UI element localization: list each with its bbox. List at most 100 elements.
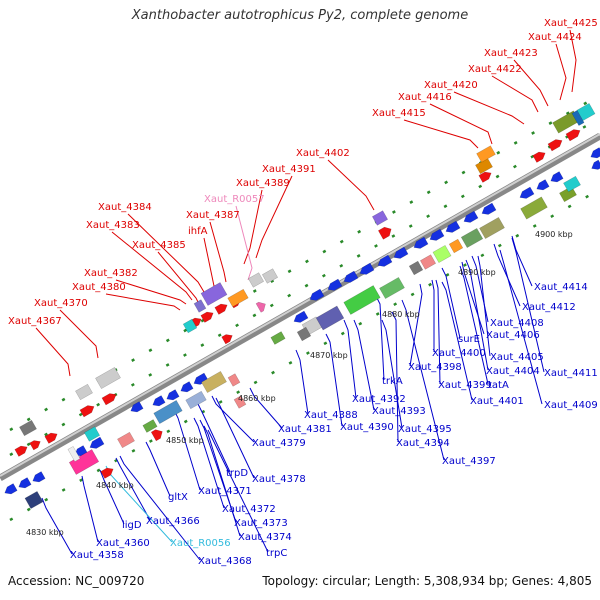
leader-line <box>215 397 255 479</box>
gene <box>393 246 409 259</box>
gene <box>565 129 581 142</box>
gene-label-top: Xaut_4415 <box>372 108 426 119</box>
gene <box>327 278 343 291</box>
leader-line <box>59 309 99 359</box>
leader-line <box>435 279 441 385</box>
gene <box>343 270 359 283</box>
gene-label-bottom: Xaut_4373 <box>234 518 288 529</box>
gene <box>261 268 279 284</box>
leader-line <box>429 103 493 145</box>
gene-label-bottom: Xaut_4405 <box>490 352 544 363</box>
gene-label-bottom: Xaut_4406 <box>486 330 540 341</box>
leader-line <box>115 457 151 521</box>
gene-label-top: Xaut_4382 <box>84 268 138 279</box>
gene <box>44 432 58 444</box>
gene-label-bottom: Xaut_4366 <box>146 516 200 527</box>
gene <box>476 145 496 163</box>
gene <box>371 210 389 226</box>
leader-line <box>555 43 567 101</box>
leader-line <box>477 255 491 357</box>
gene <box>343 285 381 315</box>
gene <box>200 311 214 323</box>
leader-line <box>409 283 423 367</box>
gene <box>18 477 32 489</box>
gene-label-bottom: Xaut_4408 <box>490 318 544 329</box>
leader-line <box>401 299 445 461</box>
leader-line <box>441 281 473 401</box>
gene <box>68 449 100 475</box>
gene-label-top: Xaut_4367 <box>8 316 62 327</box>
gene-label-bottom: Xaut_4398 <box>408 362 462 373</box>
leader-line <box>243 189 263 265</box>
leader-line <box>211 395 255 443</box>
gene <box>29 440 41 451</box>
gene <box>536 179 550 191</box>
leader-line <box>441 267 461 339</box>
gene <box>180 381 194 393</box>
gene <box>377 226 392 240</box>
gene <box>83 426 101 442</box>
gene-label-bottom: Xaut_4412 <box>522 302 576 313</box>
genes <box>4 102 600 510</box>
gene-label-bottom: trkA <box>382 376 403 387</box>
gene <box>429 228 445 241</box>
leader-line <box>375 295 385 381</box>
gene-label-top: ihfA <box>188 226 208 237</box>
gene <box>130 401 144 413</box>
gene <box>24 490 44 510</box>
tick-label: 4860 kbp <box>238 394 276 403</box>
leader-line <box>203 425 241 537</box>
gene <box>214 303 228 315</box>
gene-label-top: Xaut_4424 <box>528 32 582 43</box>
gene <box>309 288 325 301</box>
gene <box>571 110 585 126</box>
leader-line <box>235 205 253 281</box>
leader-line <box>513 59 549 107</box>
gene <box>315 305 345 331</box>
gene-label-top: Xaut_4384 <box>98 202 152 213</box>
gene-label-bottom: Xaut_4411 <box>544 368 598 379</box>
leader-line <box>381 319 403 429</box>
tick-label: 4850 kbp <box>166 436 204 445</box>
gene-label-top: Xaut_4383 <box>86 220 140 231</box>
gene <box>463 210 479 223</box>
map-title: Xanthobacter autotrophicus Py2, complete… <box>131 8 469 23</box>
gene-label-top: Xaut_4402 <box>296 148 350 159</box>
gene <box>152 395 166 407</box>
leader-line <box>81 475 99 543</box>
gene <box>408 260 424 276</box>
gene <box>563 175 581 193</box>
leader-line <box>453 91 525 125</box>
gene-label-bottom: Xaut_4414 <box>534 282 588 293</box>
leader-line <box>145 441 171 497</box>
gene <box>550 171 564 183</box>
gene <box>89 436 105 449</box>
tick-labels: 4830 kbp 4840 kbp 4850 kbp 4860 kbp 4870 kbp… <box>26 230 573 537</box>
gene <box>75 383 93 401</box>
gene-label-top: Xaut_4416 <box>398 92 452 103</box>
gene <box>166 389 180 401</box>
genome-backbone <box>0 132 600 482</box>
gene <box>445 220 461 233</box>
leader-line <box>327 159 375 211</box>
gene <box>221 334 233 345</box>
gene-label-top: Xaut_4391 <box>262 164 316 175</box>
gene-label-bottom: Xaut_4374 <box>238 532 292 543</box>
gene <box>255 301 266 313</box>
leader-line <box>511 235 533 287</box>
gene-label-bottom: Xaut_4401 <box>470 396 524 407</box>
gene-label-top: Xaut_4389 <box>236 178 290 189</box>
gene <box>359 262 375 275</box>
leader-line <box>35 327 71 377</box>
leader-line <box>127 213 205 293</box>
gene <box>67 446 81 462</box>
leader-line <box>193 417 225 509</box>
leader-line <box>491 75 539 113</box>
leader-line <box>111 231 193 301</box>
gene <box>460 227 484 249</box>
gene-label-bottom: Xaut_4399 <box>438 380 492 391</box>
gene <box>478 171 492 183</box>
gene <box>4 483 18 495</box>
gene <box>19 419 37 437</box>
leader-line <box>493 243 521 307</box>
